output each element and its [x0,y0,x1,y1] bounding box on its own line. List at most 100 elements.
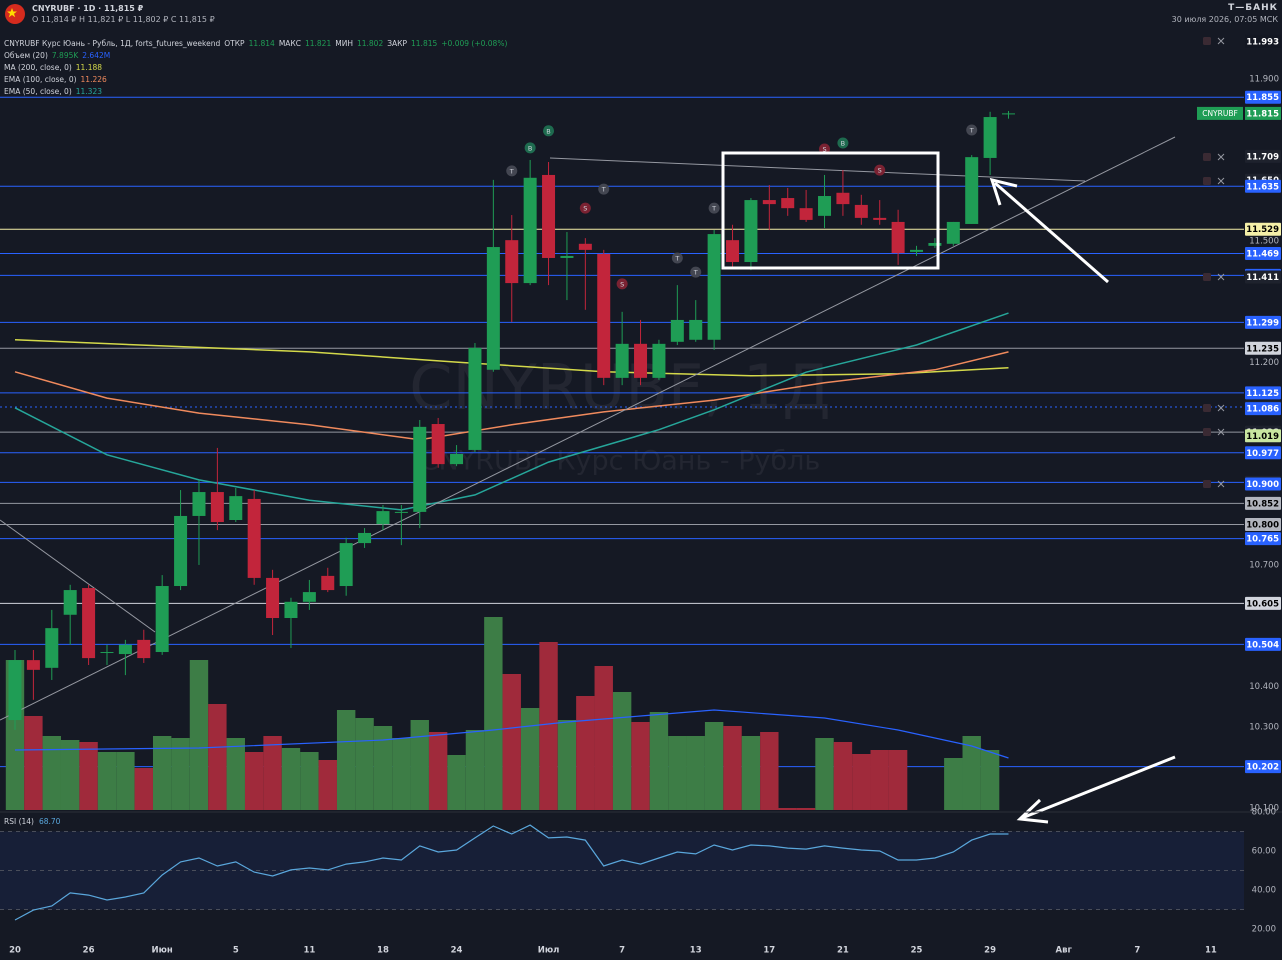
level-label: 10.852 [1246,499,1279,509]
alert-close [1217,37,1225,45]
candle-body [652,343,666,378]
candle-body [192,492,206,516]
volume-bar [980,750,1000,810]
trade-marker-label: T [969,127,974,135]
volume-bar [134,768,153,810]
level-label: 11.709 [1246,152,1279,162]
x-tick-label: 20 [9,946,21,956]
volume-bar [888,750,908,810]
rsi-band [0,831,1244,910]
level-label: 11.299 [1246,318,1279,328]
volume-bar [300,752,319,810]
level-label-box [1245,402,1281,416]
volume-bar [318,760,337,810]
level-label-box [1245,446,1281,460]
datetime: 30 июля 2026, 07:05 МСК [1171,15,1278,24]
candle-body [799,208,813,220]
trade-marker-label: S [620,280,624,288]
volume-bar [208,704,227,810]
volume-bar [484,617,503,810]
level-label: 10.504 [1246,640,1279,650]
level-label-box [1245,34,1281,48]
volume-bar [263,736,282,810]
x-tick-label: 21 [837,946,849,956]
alert-bell [1203,273,1211,281]
volume-bar [576,696,595,810]
trade-marker-label: B [546,127,550,135]
legend-text: RSI (14) [4,817,34,826]
legend-row: MA (200, close, 0) 11.188 [4,62,511,74]
candle-body [321,575,335,591]
volume-bar [962,736,981,810]
level-label-box [1245,532,1281,546]
x-tick-label: 18 [377,946,389,956]
alert-close [1217,428,1225,436]
rsi-tick-label: 60.00 [1252,847,1276,857]
candle-body [302,592,316,602]
candle-body [523,177,537,284]
candle-body [891,221,905,254]
price-tag-box [1245,106,1281,120]
indicator-line [14,312,1009,511]
candle-body [781,198,795,209]
volume-bar [686,736,705,810]
level-label: 11.993 [1246,37,1279,47]
level-label-box [1245,222,1281,236]
level-label: 11.635 [1246,182,1279,192]
volume-ma [14,709,1009,759]
x-tick-label: 13 [690,946,702,956]
candle-body [726,240,740,263]
arrow [1021,755,1176,820]
alert-bell [1203,428,1211,436]
x-tick-label: 24 [451,946,463,956]
volume-bar [612,692,632,810]
candle-body [670,319,684,342]
volume-bar [778,808,797,810]
rsi-pane [0,824,1244,921]
arrow-head [989,177,1018,206]
level-label: 11.411 [1246,273,1279,283]
level-label-box [1245,429,1281,443]
level-label-box [1245,517,1281,531]
level-label: 10.765 [1246,535,1279,545]
symbol-line: CNYRUBF · 1D · 11,815 ₽ [32,4,144,13]
trade-marker [837,137,849,149]
candle-body [946,221,960,244]
x-tick-label: 26 [83,946,95,956]
candle-body [118,644,132,655]
rsi-tick-label: 20.00 [1252,925,1276,935]
symbol-tag-box [1197,106,1243,120]
trade-marker-label: T [509,167,514,175]
x-tick-label: Июн [152,946,173,956]
volume-bar [373,726,393,810]
volume-bar [97,752,117,810]
x-tick-label: 17 [763,946,775,956]
rsi-tick-label: 80.00 [1252,808,1276,818]
level-label-box [1245,637,1281,651]
level-label-box [1245,341,1281,355]
level-label: 10.605 [1246,599,1279,609]
annotations [721,151,1176,824]
x-tick-label: 7 [1134,946,1140,956]
x-tick-label: 5 [233,946,239,956]
candle-body [707,234,721,340]
candle-body [762,200,776,205]
level-label-box [1245,386,1281,400]
candle-body [229,496,243,521]
legend-text: +0.009 (+0.08%) [441,39,508,48]
trend-line [0,519,156,633]
volume-bar [870,750,889,810]
trade-marker [874,164,886,176]
level-label-box [1245,270,1281,284]
candle-body [854,204,868,218]
trade-marker [708,202,720,214]
x-tick-label: 29 [984,946,996,956]
alert-close [1217,153,1225,161]
candle-body [910,249,924,252]
candle-body [8,660,22,721]
x-tick-label: 25 [911,946,923,956]
x-tick-label: 11 [1205,946,1217,956]
